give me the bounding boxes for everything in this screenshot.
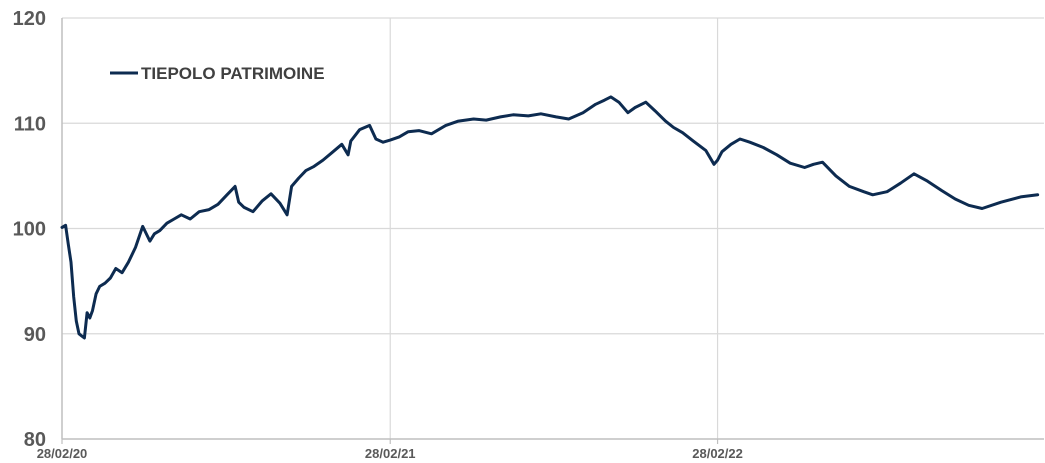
y-tick-label: 90 <box>24 324 46 346</box>
vertical-gridlines <box>61 18 719 444</box>
y-tick-label: 100 <box>13 219 46 241</box>
y-tick-label: 80 <box>24 429 46 451</box>
y-tick-label: 120 <box>13 8 46 30</box>
x-tick-label: 28/02/20 <box>37 446 88 461</box>
series-line-tiepolo-patrimoine <box>60 95 1040 340</box>
legend-label: TIEPOLO PATRIMOINE <box>141 64 325 83</box>
horizontal-gridlines <box>62 17 1044 335</box>
legend: TIEPOLO PATRIMOINE <box>110 64 325 83</box>
y-tick-label: 110 <box>14 113 46 135</box>
y-tick-labels: 80 90 100 110 120 <box>13 8 46 451</box>
x-tick-label: 28/02/21 <box>365 446 416 461</box>
x-tick-label: 28/02/22 <box>692 446 743 461</box>
x-tick-labels: 28/02/20 28/02/21 28/02/22 <box>37 446 743 461</box>
